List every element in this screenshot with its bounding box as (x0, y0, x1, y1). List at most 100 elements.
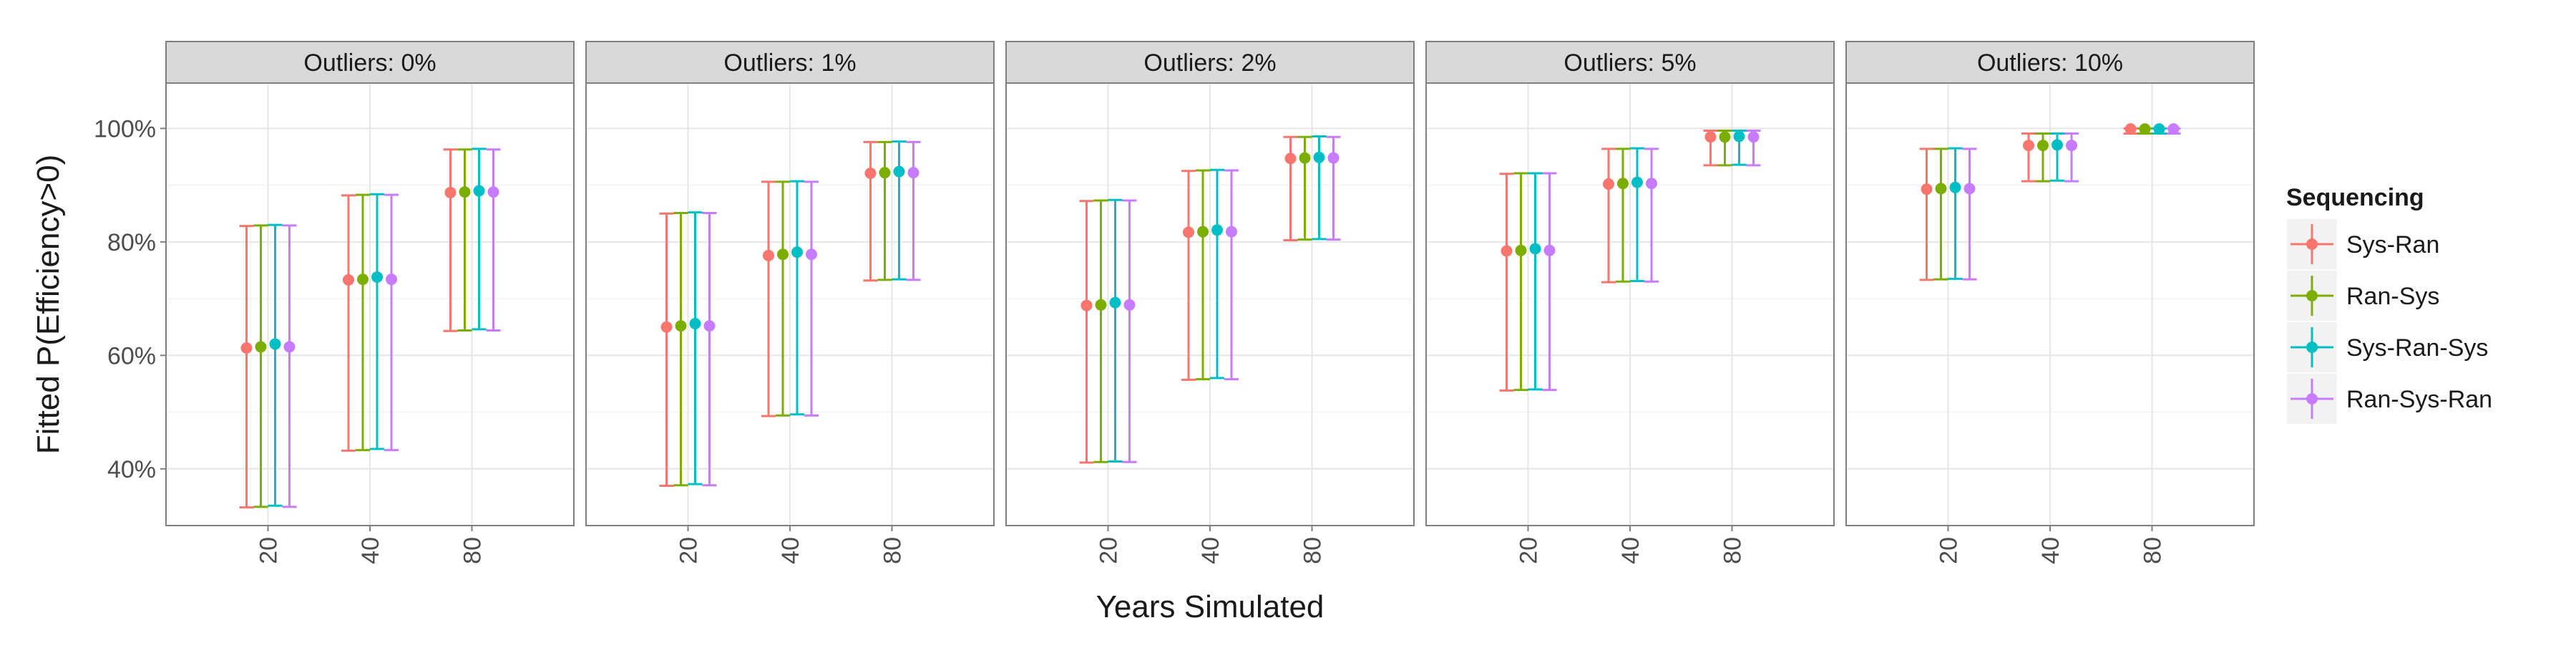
data-point (1617, 178, 1629, 190)
data-point (2139, 123, 2151, 135)
x-tick-label: 40 (2037, 537, 2064, 564)
data-point (864, 167, 877, 179)
y-tick-label: 60% (107, 342, 156, 369)
x-tick-label: 80 (879, 537, 907, 564)
data-point (473, 185, 485, 197)
x-tick-label: 80 (1299, 537, 1327, 564)
data-point (2037, 140, 2049, 152)
data-point (1921, 183, 1933, 195)
data-point (2153, 123, 2165, 135)
legend-key-point (2306, 290, 2318, 301)
y-tick-label: 80% (107, 229, 156, 256)
x-tick-label: 20 (1936, 537, 1963, 564)
data-point (1747, 131, 1760, 143)
data-point (1197, 226, 1209, 238)
y-tick-label: 100% (94, 115, 156, 142)
data-point (763, 249, 774, 261)
data-point (459, 186, 471, 198)
facet-strip-label: Outliers: 0% (303, 49, 436, 77)
data-point (791, 246, 803, 258)
data-point (269, 338, 281, 350)
x-tick-label: 40 (357, 537, 384, 564)
data-point (806, 248, 817, 261)
x-tick-label: 80 (1719, 537, 1747, 564)
legend-label: Sys-Ran-Sys (2346, 334, 2488, 362)
x-tick-label: 20 (1516, 537, 1543, 564)
data-point (2051, 139, 2063, 151)
data-point (343, 274, 354, 286)
facet-strip (165, 41, 575, 84)
data-point (1631, 176, 1643, 188)
data-point (1211, 224, 1223, 236)
data-point (2066, 140, 2077, 152)
facet-strip (585, 41, 995, 84)
data-point (1109, 296, 1121, 309)
data-point (1646, 178, 1657, 190)
x-tick-label: 40 (1197, 537, 1224, 564)
data-point (1935, 183, 1947, 195)
y-axis-title: Fitted P(Efficiency>0) (31, 155, 66, 455)
data-point (1515, 244, 1527, 256)
data-point (879, 167, 891, 179)
data-point (1949, 181, 1961, 193)
data-point (444, 186, 457, 198)
data-point (1501, 245, 1513, 257)
data-point (1226, 226, 1237, 238)
x-tick-label: 40 (1617, 537, 1644, 564)
data-point (1704, 131, 1717, 143)
y-tick-label: 40% (107, 456, 156, 483)
data-point (2124, 123, 2137, 135)
data-point (2167, 123, 2180, 135)
legend-title: Sequencing (2286, 184, 2424, 211)
data-point (1543, 244, 1556, 256)
facet-strip (1425, 41, 1835, 84)
data-point (1080, 299, 1093, 311)
x-tick-label: 80 (2140, 537, 2167, 564)
facet-strip-label: Outliers: 5% (1563, 49, 1696, 77)
data-point (2023, 140, 2034, 152)
data-point (255, 341, 267, 353)
x-tick-label: 20 (255, 537, 283, 564)
x-tick-label: 80 (459, 537, 487, 564)
x-tick-label: 40 (777, 537, 804, 564)
data-point (689, 317, 701, 329)
facet-strip-label: Outliers: 1% (723, 49, 856, 77)
x-axis-title: Years Simulated (1096, 589, 1324, 624)
x-tick-label: 20 (1096, 537, 1123, 564)
data-point (1529, 243, 1541, 255)
data-point (487, 186, 499, 198)
data-point (893, 165, 905, 178)
legend-key-point (2306, 393, 2318, 405)
data-point (240, 342, 253, 354)
x-tick-label: 20 (675, 537, 703, 564)
legend-key-point (2306, 342, 2318, 353)
data-point (357, 274, 369, 286)
data-point (777, 248, 789, 261)
data-point (386, 274, 397, 286)
data-point (1313, 151, 1325, 163)
data-point (703, 320, 716, 332)
data-point (1603, 178, 1614, 190)
data-point (1719, 131, 1731, 143)
data-point (660, 321, 673, 333)
data-point (371, 271, 383, 283)
data-point (1733, 130, 1745, 142)
legend-label: Sys-Ran (2346, 231, 2439, 258)
facet-strip-label: Outliers: 2% (1143, 49, 1276, 77)
data-point (1123, 299, 1136, 311)
data-point (1327, 152, 1340, 164)
facet-strip (1845, 41, 2255, 84)
data-point (675, 320, 687, 332)
data-point (1183, 226, 1194, 238)
legend-label: Ran-Sys-Ran (2346, 386, 2492, 413)
data-point (1963, 183, 1976, 195)
legend-label: Ran-Sys (2346, 283, 2439, 310)
data-point (1095, 299, 1107, 311)
data-point (283, 341, 296, 353)
data-point (907, 167, 919, 179)
facet-strip-label: Outliers: 10% (1977, 49, 2123, 77)
legend-key-point (2306, 238, 2318, 250)
data-point (1299, 152, 1311, 164)
